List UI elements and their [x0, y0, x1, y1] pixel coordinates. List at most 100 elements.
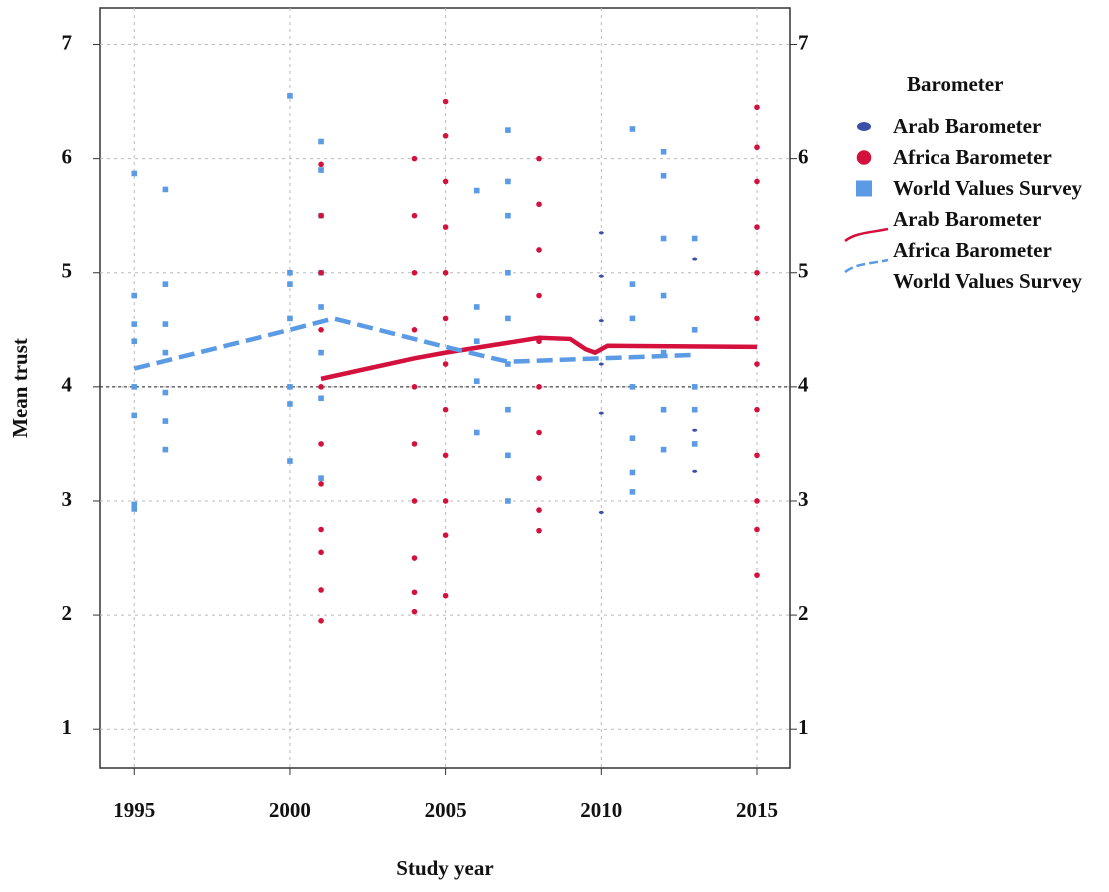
- point: [318, 441, 324, 447]
- point: [660, 406, 667, 413]
- legend-line: [844, 258, 889, 274]
- legend-label: Arab Barometer: [893, 207, 1042, 231]
- point: [629, 281, 636, 287]
- point: [411, 555, 418, 561]
- point: [754, 406, 760, 413]
- point: [318, 587, 324, 593]
- y2-tick-label: 6: [798, 144, 809, 168]
- point: [692, 469, 698, 473]
- y2-tick-label: 2: [798, 601, 809, 625]
- point: [411, 589, 418, 596]
- point: [629, 489, 636, 495]
- point: [536, 155, 542, 162]
- point: [660, 172, 667, 179]
- point: [411, 269, 418, 276]
- x-tick-label: 2005: [425, 798, 467, 822]
- point: [754, 178, 760, 185]
- point: [754, 144, 760, 151]
- point: [442, 178, 449, 185]
- point: [536, 247, 542, 253]
- point: [629, 384, 636, 390]
- point: [442, 592, 449, 599]
- x-tick-label: 2015: [736, 798, 778, 822]
- point: [754, 498, 760, 504]
- point: [505, 315, 511, 322]
- point: [162, 321, 169, 327]
- point: [536, 429, 542, 436]
- point: [442, 406, 449, 413]
- point: [536, 475, 542, 481]
- point: [411, 155, 418, 162]
- y-tick-label: 5: [62, 259, 73, 283]
- point: [411, 498, 418, 504]
- point: [442, 224, 449, 230]
- point: [536, 292, 542, 299]
- point: [598, 411, 604, 415]
- point: [318, 167, 324, 173]
- point: [162, 446, 169, 453]
- point: [691, 327, 698, 333]
- point: [411, 212, 418, 219]
- point: [505, 406, 511, 413]
- point: [318, 526, 324, 533]
- point: [691, 235, 698, 242]
- point: [442, 361, 449, 367]
- point: [598, 510, 604, 514]
- point: [287, 281, 293, 287]
- point: [505, 212, 511, 219]
- point: [442, 98, 449, 105]
- legend-label: World Values Survey: [893, 176, 1083, 200]
- point: [131, 506, 138, 512]
- point: [442, 498, 449, 504]
- point: [473, 378, 480, 384]
- point: [629, 469, 636, 476]
- legend-line: [844, 227, 889, 243]
- point: [411, 441, 418, 447]
- point: [131, 501, 138, 508]
- point: [629, 435, 636, 442]
- point: [691, 384, 698, 390]
- legend-label: World Values Survey: [893, 269, 1083, 293]
- point: [162, 281, 169, 287]
- point: [318, 481, 324, 487]
- x-axis-title: Study year: [396, 856, 493, 880]
- point: [318, 212, 324, 219]
- point: [318, 161, 324, 168]
- point: [131, 321, 138, 327]
- point: [660, 235, 667, 242]
- point: [131, 338, 138, 345]
- point: [505, 498, 511, 504]
- point: [318, 617, 324, 624]
- point: [442, 315, 449, 322]
- point: [754, 572, 760, 578]
- point: [660, 446, 667, 453]
- point: [536, 507, 542, 513]
- point: [691, 441, 698, 447]
- y2-tick-label: 3: [798, 487, 809, 511]
- point: [660, 148, 667, 155]
- point: [473, 304, 480, 310]
- y-axis-title: Mean trust: [8, 338, 32, 438]
- point: [754, 269, 760, 276]
- y2-tick-label: 7: [798, 30, 809, 54]
- point: [536, 384, 542, 390]
- point: [629, 315, 636, 322]
- point: [162, 418, 169, 424]
- point: [629, 126, 636, 132]
- legend-label: Africa Barometer: [893, 145, 1052, 169]
- point: [411, 608, 418, 615]
- legend-label: Africa Barometer: [893, 238, 1052, 262]
- point: [411, 384, 418, 390]
- point: [442, 532, 449, 539]
- point: [442, 133, 449, 139]
- point: [411, 327, 418, 333]
- point: [162, 349, 169, 356]
- point: [131, 292, 138, 299]
- point: [318, 349, 324, 356]
- point: [442, 269, 449, 276]
- point: [754, 224, 760, 230]
- point: [318, 269, 324, 276]
- point: [691, 406, 698, 413]
